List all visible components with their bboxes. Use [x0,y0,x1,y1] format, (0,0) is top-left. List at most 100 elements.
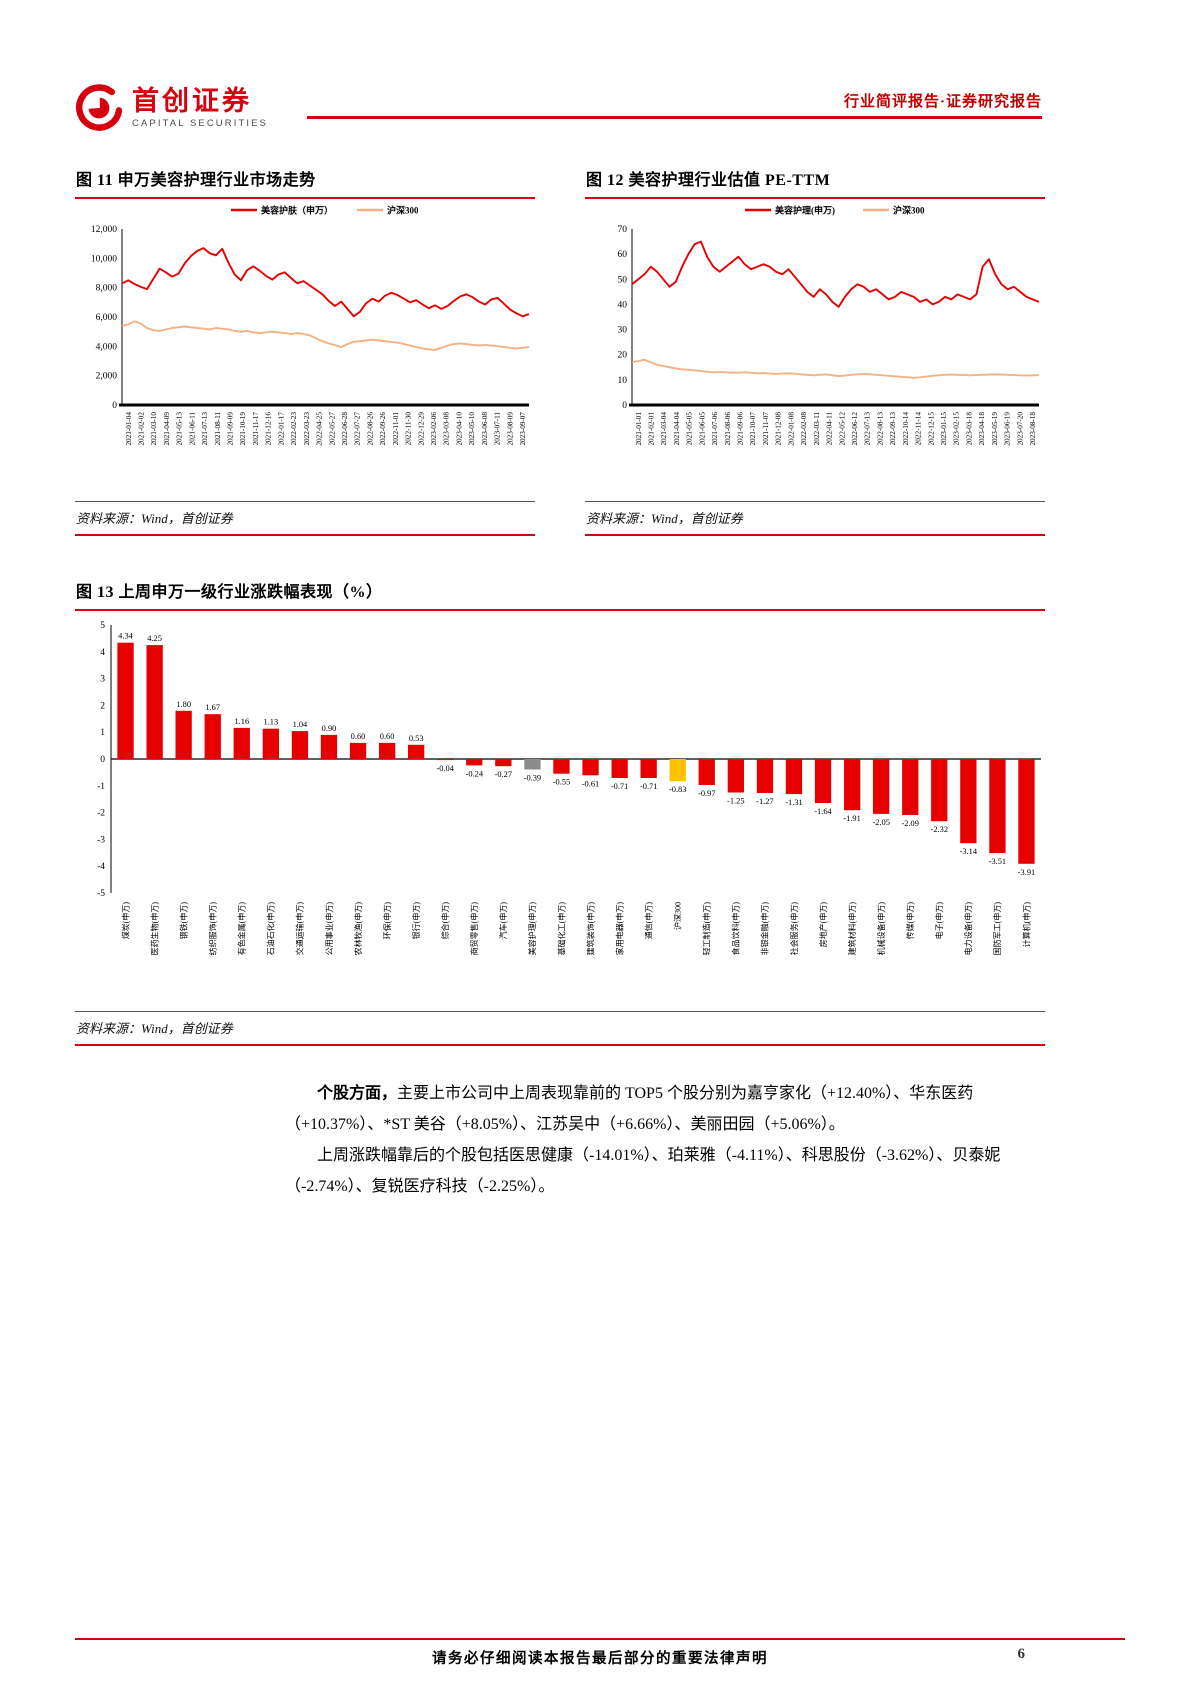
figure-11-source: 资料来源：Wind，首创证券 [76,511,233,526]
svg-text:银行(申万): 银行(申万) [411,902,421,940]
svg-text:2021-06-11: 2021-06-11 [188,412,196,446]
svg-text:2023-09-07: 2023-09-07 [519,412,527,446]
svg-text:2022-08-13: 2022-08-13 [876,412,884,446]
thin-divider [75,1011,1045,1012]
page-header: 首创证券 CAPITAL SECURITIES 行业简评报告·证券研究报告 [0,0,1200,132]
svg-text:10,000: 10,000 [91,254,117,264]
svg-text:40: 40 [618,300,628,310]
svg-text:2023-05-10: 2023-05-10 [468,412,476,446]
svg-text:50: 50 [618,275,628,285]
company-logo-icon [75,84,123,132]
svg-text:农林牧渔(申万): 农林牧渔(申万) [353,902,363,956]
svg-text:2022-07-27: 2022-07-27 [354,412,362,446]
svg-text:-0.55: -0.55 [553,778,570,787]
svg-text:2021-04-04: 2021-04-04 [673,412,681,446]
svg-text:2022-11-30: 2022-11-30 [405,412,413,446]
svg-text:纺织服饰(申万): 纺织服饰(申万) [208,902,218,956]
paragraph-top5: 个股方面，主要上市公司中上周表现靠前的 TOP5 个股分别为嘉亨家化（+12.4… [285,1078,1047,1140]
svg-text:2023-07-20: 2023-07-20 [1016,412,1024,446]
svg-text:-5: -5 [97,889,105,899]
svg-text:2022-01-17: 2022-01-17 [277,412,285,446]
thin-divider [75,501,535,502]
company-logo: 首创证券 CAPITAL SECURITIES [75,84,307,132]
svg-text:-1.64: -1.64 [814,807,832,816]
svg-text:0.60: 0.60 [351,732,366,741]
header-red-rule: 行业简评报告·证券研究报告 [307,90,1042,119]
svg-text:-0.27: -0.27 [495,770,512,779]
svg-text:2022-04-11: 2022-04-11 [826,412,834,446]
svg-text:2022-09-13: 2022-09-13 [889,412,897,446]
svg-text:2023-08-09: 2023-08-09 [506,412,514,446]
svg-text:1.13: 1.13 [263,718,278,727]
svg-text:传媒(申万): 传媒(申万) [905,902,915,940]
figure-12-source: 资料来源：Wind，首创证券 [586,511,743,526]
svg-text:1: 1 [100,728,105,738]
figure-13: 图 13 上周申万一级行业涨跌幅表现（%） 5 4 3 2 1 0 -1 -2 -3 -4 -5 4.… [75,578,1045,1046]
svg-text:家用电器(申万): 家用电器(申万) [614,902,624,956]
svg-text:-3.14: -3.14 [960,847,978,856]
svg-text:1.04: 1.04 [293,720,308,729]
svg-text:30: 30 [618,326,628,336]
svg-text:基础化工(申万): 基础化工(申万) [556,902,566,956]
svg-text:2021-07-13: 2021-07-13 [201,412,209,446]
paragraph-top5-text: 主要上市公司中上周表现靠前的 TOP5 个股分别为嘉亨家化（+12.40%）、华… [285,1085,974,1133]
svg-text:2022-11-01: 2022-11-01 [392,412,400,446]
svg-text:2021-02-02: 2021-02-02 [138,412,146,446]
svg-text:2021-08-06: 2021-08-06 [724,412,732,446]
svg-text:商贸零售(申万): 商贸零售(申万) [469,902,479,956]
svg-text:房地产(申万): 房地产(申万) [818,902,828,948]
svg-text:2021-09-09: 2021-09-09 [227,412,235,446]
svg-text:60: 60 [618,250,628,260]
svg-text:非银金融(申万): 非银金融(申万) [760,902,770,956]
red-divider [75,1044,1045,1046]
svg-text:4: 4 [100,648,105,658]
svg-text:环保(申万): 环保(申万) [382,902,392,940]
svg-text:2022-10-14: 2022-10-14 [902,412,910,446]
svg-text:2023-03-18: 2023-03-18 [965,412,973,446]
svg-text:2021-03-10: 2021-03-10 [150,412,158,446]
svg-text:2021-09-06: 2021-09-06 [737,412,745,446]
red-divider [75,609,1045,611]
svg-text:2022-12-29: 2022-12-29 [417,412,425,446]
svg-text:2021-08-11: 2021-08-11 [214,412,222,446]
svg-text:医药生物(申万): 医药生物(申万) [149,902,159,956]
svg-text:0: 0 [100,755,105,765]
fig11-line-chart: 美容护肤（申万） 沪深300 0 2,000 4,000 6,000 8,000 10,000… [91,205,530,446]
svg-text:2021-02-01: 2021-02-01 [648,412,656,446]
svg-text:20: 20 [618,351,628,361]
svg-text:0.60: 0.60 [380,732,395,741]
svg-text:4.25: 4.25 [147,634,162,643]
svg-text:-3: -3 [97,835,105,845]
svg-text:4,000: 4,000 [96,342,118,352]
body-text: 个股方面，主要上市公司中上周表现靠前的 TOP5 个股分别为嘉亨家化（+12.4… [285,1078,1047,1202]
svg-text:2022-05-27: 2022-05-27 [328,412,336,446]
company-name-en: CAPITAL SECURITIES [132,118,268,130]
red-divider [585,197,1045,199]
figure-12-caption: 图 12 美容护理行业估值 PE-TTM [586,172,831,189]
svg-text:1.16: 1.16 [234,717,249,726]
svg-text:-1.31: -1.31 [785,798,802,807]
svg-text:2021-10-19: 2021-10-19 [239,412,247,446]
svg-text:4.34: 4.34 [118,632,133,641]
svg-text:0: 0 [622,401,627,411]
svg-text:0: 0 [112,401,117,411]
red-divider [75,197,535,199]
svg-text:电子(申万): 电子(申万) [934,902,944,940]
thin-divider [585,501,1045,502]
svg-text:美容护肤（申万）: 美容护肤（申万） [261,205,333,216]
svg-text:2021-07-06: 2021-07-06 [711,412,719,446]
svg-text:2022-02-23: 2022-02-23 [290,412,298,446]
figure-11: 图 11 申万美容护理行业市场走势 美容护肤（申万） 沪深300 0 2,000 4,0… [75,166,535,536]
svg-text:沪深300: 沪深300 [387,205,419,216]
svg-text:2021-04-09: 2021-04-09 [163,412,171,446]
svg-text:2021-12-08: 2021-12-08 [775,412,783,446]
svg-text:2023-02-06: 2023-02-06 [430,412,438,446]
svg-text:2021-11-17: 2021-11-17 [252,412,260,446]
svg-text:2021-01-01: 2021-01-01 [635,412,643,446]
figure-12: 图 12 美容护理行业估值 PE-TTM 美容护理(申万) 沪深300 0 10 20 3… [585,166,1045,536]
svg-text:-2.32: -2.32 [931,825,948,834]
paragraph-laggards: 上周涨跌幅靠后的个股包括医思健康（-14.01%）、珀莱雅（-4.11%）、科思… [285,1147,1001,1195]
figures-row: 图 11 申万美容护理行业市场走势 美容护肤（申万） 沪深300 0 2,000 4,0… [75,166,1045,536]
svg-text:公用事业(申万): 公用事业(申万) [324,902,334,956]
svg-text:建筑材料(申万): 建筑材料(申万) [847,902,857,956]
